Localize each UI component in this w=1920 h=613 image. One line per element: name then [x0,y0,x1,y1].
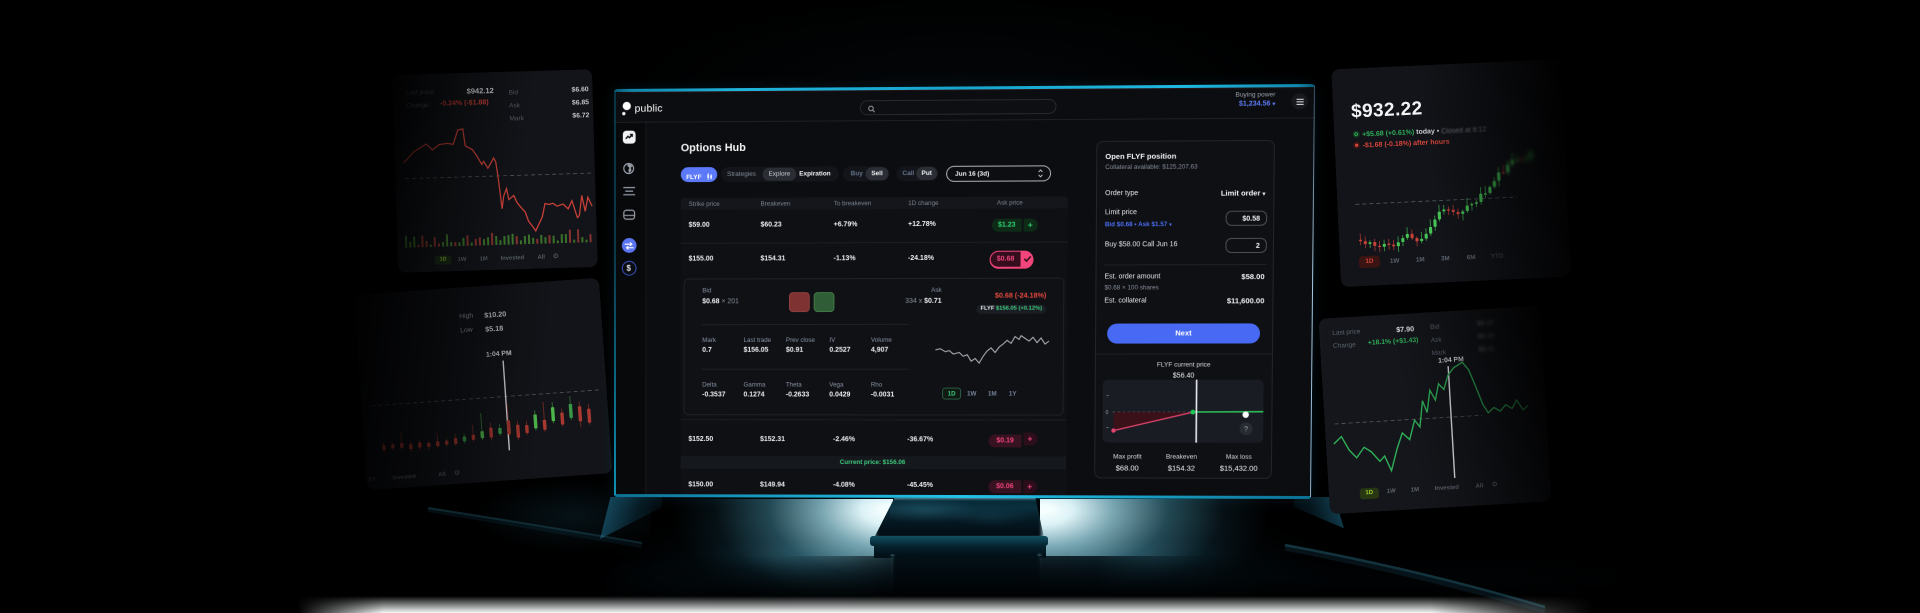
svg-text:0: 0 [1106,410,1109,416]
svg-text:?: ? [1244,426,1248,433]
